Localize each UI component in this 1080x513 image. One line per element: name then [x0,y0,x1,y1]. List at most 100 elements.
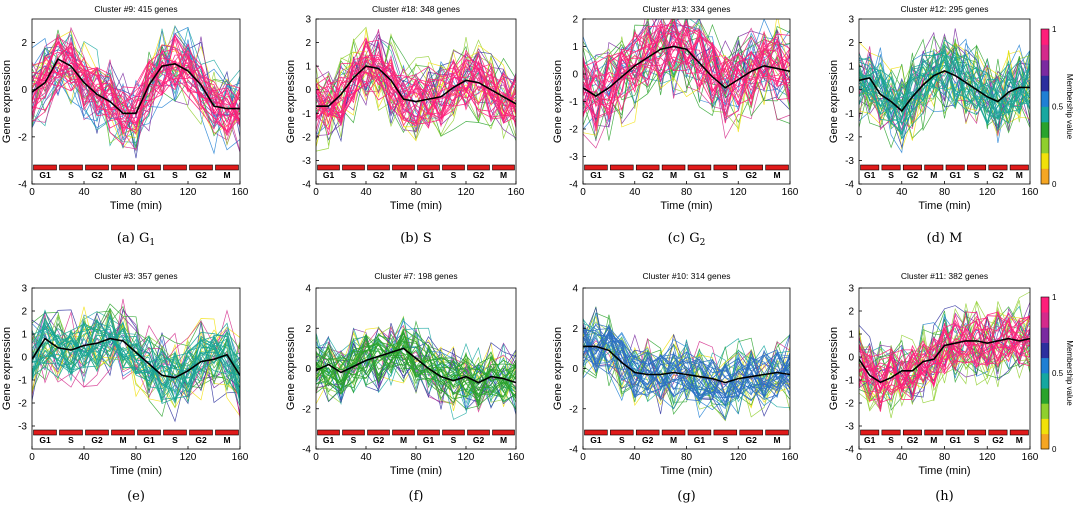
x-tick-label: 120 [979,452,996,463]
y-tick-label: -4 [845,180,854,191]
y-tick-label: -2 [18,399,27,410]
phase-bar [392,429,415,436]
phase-bar [881,429,901,436]
y-tick-label: 1 [848,62,854,73]
y-tick-label: 2 [572,15,578,26]
x-tick-label: 0 [313,452,319,463]
x-tick-label: 80 [681,187,693,198]
y-tick-label: -2 [302,404,311,415]
colorbar-tick-label: 0.5 [1052,103,1064,112]
gene-profile-line [583,36,790,106]
phase-label: G2 [642,170,654,180]
colorbar-segment [1041,60,1049,76]
gene-profile-line [316,328,516,404]
gene-profile-line [859,314,1030,393]
gene-profile-line [583,23,790,109]
phase-bar [417,164,440,171]
phase-bar [945,429,965,436]
phase-bar [342,164,365,171]
x-axis-label: Time (min) [918,200,970,212]
colorbar-segment [1041,153,1049,169]
phase-bar [635,429,660,436]
plot-title: Cluster #12: 295 genes [901,4,989,14]
gene-profile-line [859,53,1030,132]
phase-label: M [119,435,126,445]
colorbar-segment [1041,297,1049,313]
colorbar-segment [1041,373,1049,389]
gene-profile-line [32,35,240,150]
x-tick-label: 40 [629,187,641,198]
phase-bar [367,429,390,436]
gene-profile-line [32,330,240,387]
phase-label: G1 [950,435,962,445]
y-tick-label: -1 [302,109,311,120]
gene-profiles [316,26,516,152]
phase-bar [765,164,789,171]
gene-profiles [859,291,1030,419]
colorbar-segment [1041,106,1049,123]
phase-label: M [1016,435,1023,445]
y-axis-label: Gene expression [828,60,840,143]
cluster-plot: Cluster #11: 382 genes G1 S G2 M G1 S G2 M -4 -3 -2… [828,271,1039,504]
gene-profile-line [859,57,1030,124]
phase-bar [33,164,57,171]
phase-bar [317,164,340,171]
gene-profile-line [583,19,790,126]
x-tick-label: 40 [360,187,372,198]
x-tick-label: 160 [782,452,799,463]
phase-bar [163,429,187,436]
phase-label: G1 [423,435,435,445]
phase-bar [417,429,440,436]
gene-profile-line [859,39,1030,124]
x-tick-label: 40 [896,187,908,198]
gene-profiles [316,315,516,420]
y-tick-label: -2 [845,132,854,143]
colorbar-segment [1041,122,1049,138]
y-tick-label: 2 [848,38,854,49]
phase-label: S [888,170,894,180]
x-tick-label: 80 [130,187,142,198]
x-tick-label: 0 [313,187,319,198]
gene-profile-line [316,338,516,394]
phase-bar [317,429,340,436]
y-tick-label: -4 [18,180,27,191]
phase-bar [342,429,365,436]
y-tick-label: -4 [569,180,578,191]
x-tick-label: 40 [629,452,641,463]
gene-profile-line [316,54,516,122]
plot-title: Cluster #10: 314 genes [643,271,731,281]
phase-bar [967,429,987,436]
subfigure-caption: (f) [409,489,424,504]
colorbar-frame [1040,28,1050,185]
colorbar-label: Membership value [1065,340,1074,406]
y-tick-label: 2 [305,38,311,49]
phase-bar [85,164,109,171]
gene-profile-line [316,28,516,147]
y-tick-label: 0 [21,85,27,96]
y-tick-label: -2 [569,404,578,415]
phase-label: G2 [642,435,654,445]
phase-label: M [670,435,677,445]
colorbar: 0 0.5 1 Membership value [1040,25,1074,189]
phase-label: M [930,435,937,445]
gene-profile-line [316,338,516,403]
phase-bar [739,164,763,171]
gene-profile-line [583,27,790,132]
phase-bar [467,429,490,436]
gene-profile-line [583,325,790,406]
phase-bar [189,164,213,171]
gene-profile-line [32,33,240,146]
x-axis-label: Time (min) [110,465,162,477]
phase-bar [687,164,712,171]
phase-bar [492,429,515,436]
gene-profile-line [32,312,240,404]
y-tick-label: -4 [302,180,311,191]
x-tick-label: 120 [180,452,197,463]
phase-bar [988,164,1008,171]
gene-profile-line [583,323,790,399]
x-tick-label: 40 [360,452,372,463]
y-tick-label: -3 [569,152,578,163]
x-tick-label: 80 [681,452,693,463]
x-tick-label: 160 [232,452,249,463]
gene-profile-line [583,19,790,130]
